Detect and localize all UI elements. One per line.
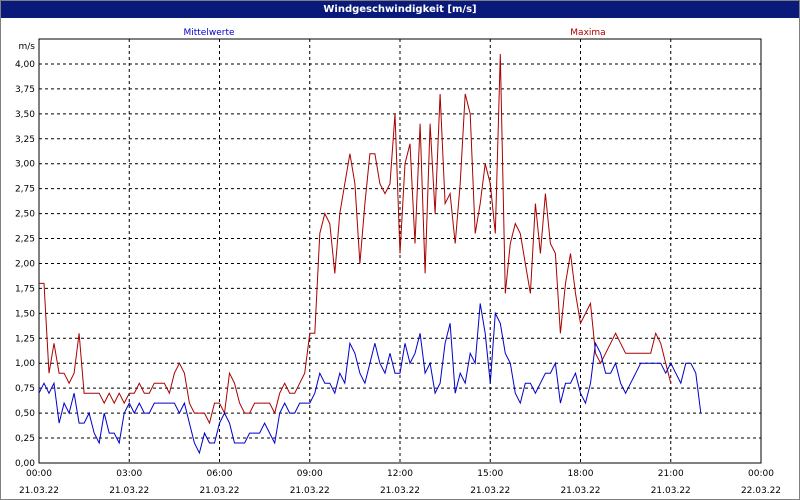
- y-tick-label: 1,25: [15, 334, 35, 344]
- y-tick-label: 3,50: [15, 110, 35, 120]
- x-tick-time-label: 09:00: [297, 469, 323, 479]
- x-tick-date-label: 21.03.22: [560, 486, 600, 496]
- x-tick-date-label: 21.03.22: [290, 486, 330, 496]
- series-line-maxima: [39, 53, 672, 425]
- legend-maxima: Maxima: [570, 28, 605, 38]
- y-tick-label: 0,00: [15, 459, 35, 469]
- x-tick-date-label: 22.03.22: [741, 486, 781, 496]
- x-tick-time-label: 12:00: [387, 469, 413, 479]
- x-tick-date-label: 21.03.22: [19, 486, 59, 496]
- x-tick-date-label: 21.03.22: [109, 486, 149, 496]
- x-tick-date-label: 21.03.22: [470, 486, 510, 496]
- x-tick-date-label: 21.03.22: [380, 486, 420, 496]
- x-tick-time-label: 00:00: [748, 469, 774, 479]
- legend-mittelwerte: Mittelwerte: [183, 28, 234, 38]
- y-tick-label: 4,00: [15, 60, 35, 70]
- y-tick-label: 2,00: [15, 259, 35, 269]
- y-tick-label: 0,75: [15, 384, 35, 394]
- x-tick-date-label: 21.03.22: [651, 486, 691, 496]
- chart-title: Windgeschwindigkeit [m/s]: [1, 1, 799, 18]
- x-tick-time-label: 00:00: [26, 469, 52, 479]
- x-tick-time-label: 03:00: [116, 469, 142, 479]
- y-axis-unit-label: m/s: [19, 42, 36, 52]
- y-tick-label: 0,50: [15, 409, 35, 419]
- y-tick-label: 3,00: [15, 160, 35, 170]
- x-tick-time-label: 06:00: [207, 469, 233, 479]
- y-tick-label: 1,00: [15, 359, 35, 369]
- x-tick-time-label: 15:00: [477, 469, 503, 479]
- x-tick-time-label: 18:00: [568, 469, 594, 479]
- y-tick-label: 1,75: [15, 284, 35, 294]
- series-line-mittelwerte: [38, 303, 702, 455]
- y-tick-label: 0,25: [15, 434, 35, 444]
- x-tick-date-label: 21.03.22: [199, 486, 239, 496]
- y-tick-label: 2,50: [15, 210, 35, 220]
- y-tick-label: 2,25: [15, 235, 35, 245]
- y-tick-label: 3,75: [15, 85, 35, 95]
- y-tick-label: 1,50: [15, 309, 35, 319]
- y-tick-label: 2,75: [15, 185, 35, 195]
- y-tick-label: 3,25: [15, 135, 35, 145]
- x-tick-time-label: 21:00: [658, 469, 684, 479]
